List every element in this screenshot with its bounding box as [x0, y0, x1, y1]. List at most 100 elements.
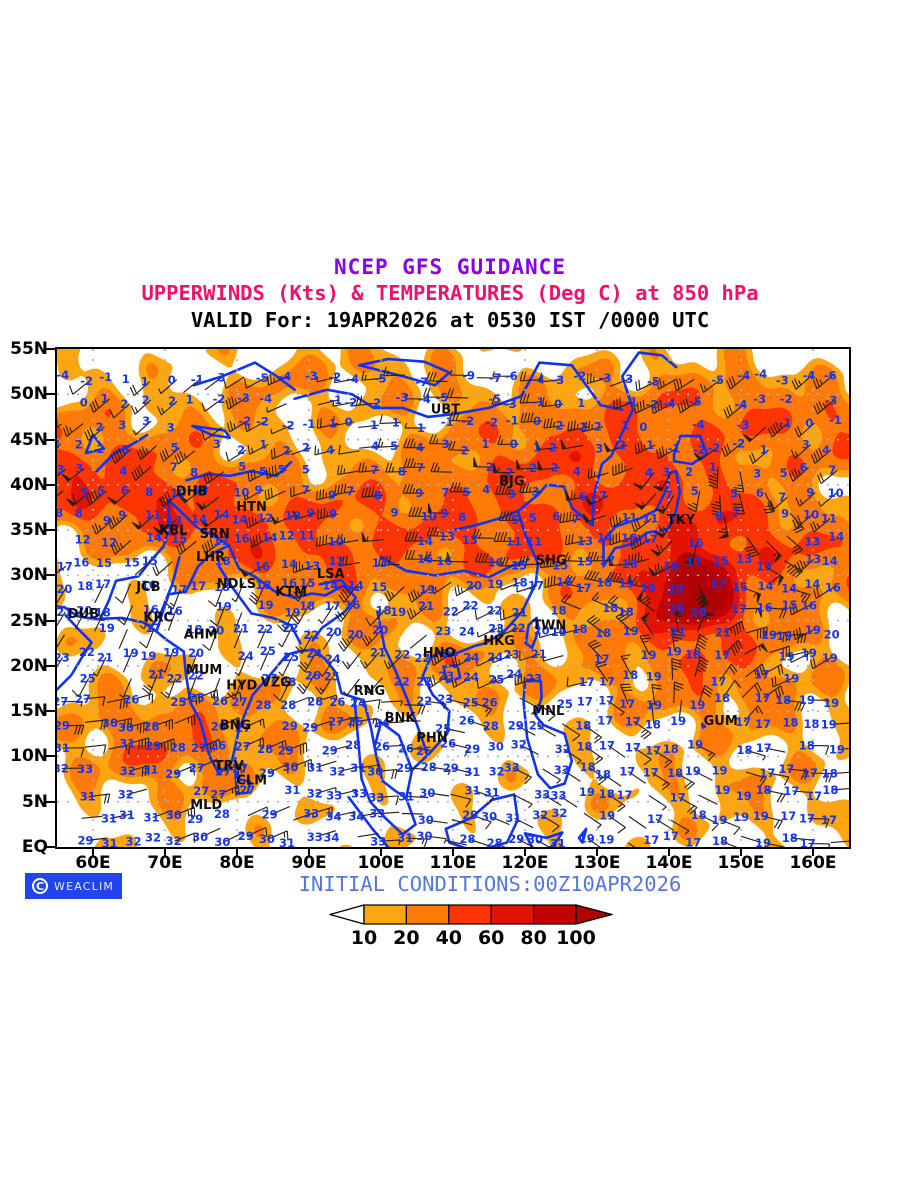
- svg-text:29: 29: [508, 832, 524, 846]
- x-tick-110E: 110E: [425, 853, 481, 873]
- svg-text:16: 16: [757, 601, 773, 615]
- svg-text:23: 23: [526, 671, 542, 685]
- svg-text:3: 3: [595, 442, 603, 456]
- svg-text:30: 30: [118, 721, 134, 735]
- svg-text:28: 28: [144, 719, 160, 733]
- svg-text:18: 18: [685, 648, 701, 662]
- svg-text:2: 2: [120, 397, 128, 411]
- svg-text:13: 13: [804, 535, 820, 549]
- svg-text:5: 5: [730, 487, 738, 501]
- svg-text:20: 20: [668, 582, 684, 596]
- svg-text:0: 0: [554, 397, 562, 411]
- svg-text:17: 17: [685, 836, 701, 847]
- svg-text:9: 9: [255, 483, 263, 497]
- svg-text:29: 29: [282, 719, 298, 733]
- city-label-NDLS: NDLS: [217, 577, 256, 592]
- svg-text:7: 7: [732, 506, 740, 520]
- svg-text:33: 33: [368, 790, 384, 804]
- svg-text:8: 8: [374, 488, 382, 502]
- svg-text:8: 8: [75, 506, 83, 520]
- svg-text:29: 29: [302, 721, 318, 735]
- svg-text:17: 17: [647, 812, 663, 826]
- svg-text:21: 21: [233, 622, 249, 636]
- svg-text:-5: -5: [488, 392, 501, 406]
- svg-text:1: 1: [101, 392, 109, 406]
- y-tick-20N: 20N: [0, 656, 48, 676]
- svg-text:32: 32: [145, 831, 161, 845]
- svg-text:30: 30: [166, 808, 182, 822]
- wind-barbs-layer: [57, 366, 849, 847]
- svg-text:19: 19: [579, 832, 595, 846]
- svg-text:4: 4: [573, 465, 581, 479]
- svg-text:27: 27: [235, 721, 251, 735]
- svg-text:19: 19: [776, 629, 792, 643]
- svg-text:14: 14: [191, 512, 207, 526]
- svg-text:14: 14: [828, 529, 844, 543]
- svg-text:19: 19: [258, 598, 274, 612]
- svg-text:17: 17: [625, 741, 641, 755]
- svg-text:19: 19: [123, 646, 139, 660]
- svg-text:17: 17: [755, 717, 771, 731]
- svg-text:24: 24: [506, 667, 522, 681]
- svg-text:32: 32: [120, 764, 136, 778]
- svg-text:26: 26: [210, 738, 226, 752]
- svg-text:29: 29: [238, 829, 254, 843]
- svg-text:28: 28: [170, 741, 186, 755]
- svg-text:-2: -2: [328, 370, 341, 384]
- svg-text:20: 20: [208, 624, 224, 638]
- city-labels-layer: DUB KRC JCB KBL DHB SRN LHR NDLS AHM MUM HYD VZG BNG…: [68, 402, 738, 813]
- svg-text:13: 13: [756, 560, 772, 574]
- svg-text:26: 26: [347, 715, 363, 729]
- svg-text:18: 18: [667, 766, 683, 780]
- svg-text:15: 15: [511, 559, 527, 573]
- y-tick-mark: [46, 574, 55, 577]
- svg-text:32: 32: [118, 788, 134, 802]
- svg-text:19: 19: [390, 605, 406, 619]
- svg-text:26: 26: [482, 696, 498, 710]
- y-tick-10N: 10N: [0, 746, 48, 766]
- svg-text:15: 15: [732, 580, 748, 594]
- svg-text:24: 24: [374, 716, 390, 730]
- svg-text:32: 32: [329, 765, 345, 779]
- svg-text:14: 14: [781, 582, 797, 596]
- y-tick-mark: [46, 348, 55, 350]
- svg-text:23: 23: [437, 692, 453, 706]
- svg-text:24: 24: [463, 670, 479, 684]
- svg-text:19: 19: [285, 606, 301, 620]
- svg-text:19: 19: [829, 743, 845, 757]
- svg-text:3: 3: [662, 465, 670, 479]
- svg-text:17: 17: [619, 697, 635, 711]
- svg-text:-5: -5: [436, 390, 449, 404]
- svg-text:21: 21: [418, 599, 434, 613]
- svg-text:20: 20: [76, 603, 92, 617]
- x-tick-mark: [92, 847, 94, 856]
- x-tick-160E: 160E: [785, 853, 841, 873]
- svg-text:-3: -3: [552, 373, 565, 387]
- svg-text:31: 31: [119, 808, 135, 822]
- svg-text:17: 17: [190, 579, 206, 593]
- svg-text:17: 17: [755, 691, 771, 705]
- city-label-VZG: VZG: [261, 676, 291, 691]
- svg-text:2: 2: [551, 461, 559, 475]
- svg-text:7: 7: [828, 463, 836, 477]
- city-label-MNL: MNL: [532, 704, 564, 719]
- svg-text:16: 16: [417, 552, 433, 566]
- svg-text:19: 19: [666, 644, 682, 658]
- svg-text:18: 18: [599, 787, 615, 801]
- svg-text:22: 22: [394, 648, 410, 662]
- svg-text:20: 20: [466, 579, 482, 593]
- svg-text:9: 9: [103, 514, 111, 528]
- svg-text:20: 20: [824, 628, 840, 642]
- svg-text:19: 19: [551, 625, 567, 639]
- svg-text:33: 33: [351, 786, 367, 800]
- svg-text:29: 29: [187, 812, 203, 826]
- svg-text:31: 31: [307, 760, 323, 774]
- svg-text:-5: -5: [374, 371, 387, 385]
- svg-text:-6: -6: [505, 369, 518, 383]
- svg-text:25: 25: [324, 670, 340, 684]
- svg-text:29: 29: [322, 744, 338, 758]
- y-tick-mark: [46, 483, 55, 486]
- svg-text:34: 34: [348, 809, 364, 823]
- svg-text:21: 21: [531, 647, 547, 661]
- svg-text:-4: -4: [735, 398, 748, 412]
